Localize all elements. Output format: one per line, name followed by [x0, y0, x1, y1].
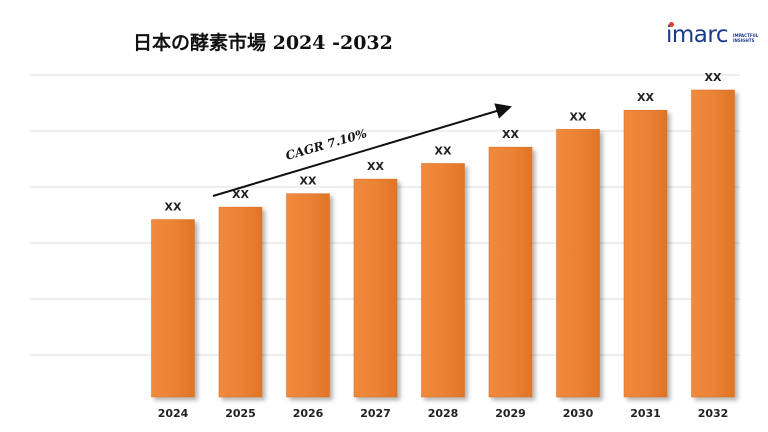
- logo-tagline: IMPACTFUL INSIGHTS: [733, 33, 763, 43]
- data-label-2032: XX: [705, 71, 722, 84]
- bars: XX 2024 XX 2025 XX 2026 XX 2027 XX 2028 XX 2029 XX 20…: [151, 71, 735, 420]
- logo-tagline-line-2: INSIGHTS: [733, 38, 755, 43]
- bar-2025: [218, 206, 263, 398]
- cagr-label: CAGR 7.10%: [284, 126, 368, 163]
- bar-2030: [556, 129, 600, 398]
- bar-2029: [488, 146, 533, 398]
- data-label-2031: XX: [637, 91, 654, 104]
- logo-tagline-line-1: IMPACTFUL: [733, 33, 759, 38]
- x-tick-label-2030: 2030: [563, 407, 594, 420]
- x-tick-label-2027: 2027: [360, 407, 391, 420]
- data-label-2026: XX: [300, 175, 317, 188]
- bar-2026: [286, 193, 330, 398]
- cagr-arrow: [212, 103, 512, 197]
- bar-2031: [623, 109, 668, 398]
- bar-2032: [691, 89, 735, 398]
- x-tick-label-2029: 2029: [495, 407, 526, 420]
- x-tick-label-2031: 2031: [630, 407, 661, 420]
- data-label-2024: XX: [165, 201, 182, 214]
- x-tick-label-2032: 2032: [698, 407, 729, 420]
- data-label-2028: XX: [435, 144, 452, 157]
- x-tick-label-2028: 2028: [428, 407, 459, 420]
- bar-2027: [353, 178, 398, 398]
- imarc-logo: imarc IMPACTFUL INSIGHTS: [666, 20, 758, 56]
- x-tick-label-2026: 2026: [293, 407, 324, 420]
- x-tick-label-2024: 2024: [158, 407, 189, 420]
- data-label-2025: XX: [232, 188, 249, 201]
- bar-2028: [421, 163, 465, 398]
- logo-dot-icon: [669, 22, 674, 27]
- data-label-2029: XX: [502, 128, 519, 141]
- chart-title: 日本の酵素市場 2024 -2032: [133, 32, 393, 54]
- data-label-2030: XX: [570, 110, 587, 123]
- bar-2024: [151, 219, 195, 398]
- x-tick-label-2025: 2025: [225, 407, 256, 420]
- data-label-2027: XX: [367, 160, 384, 173]
- logo-wordmark: imarc: [666, 22, 729, 48]
